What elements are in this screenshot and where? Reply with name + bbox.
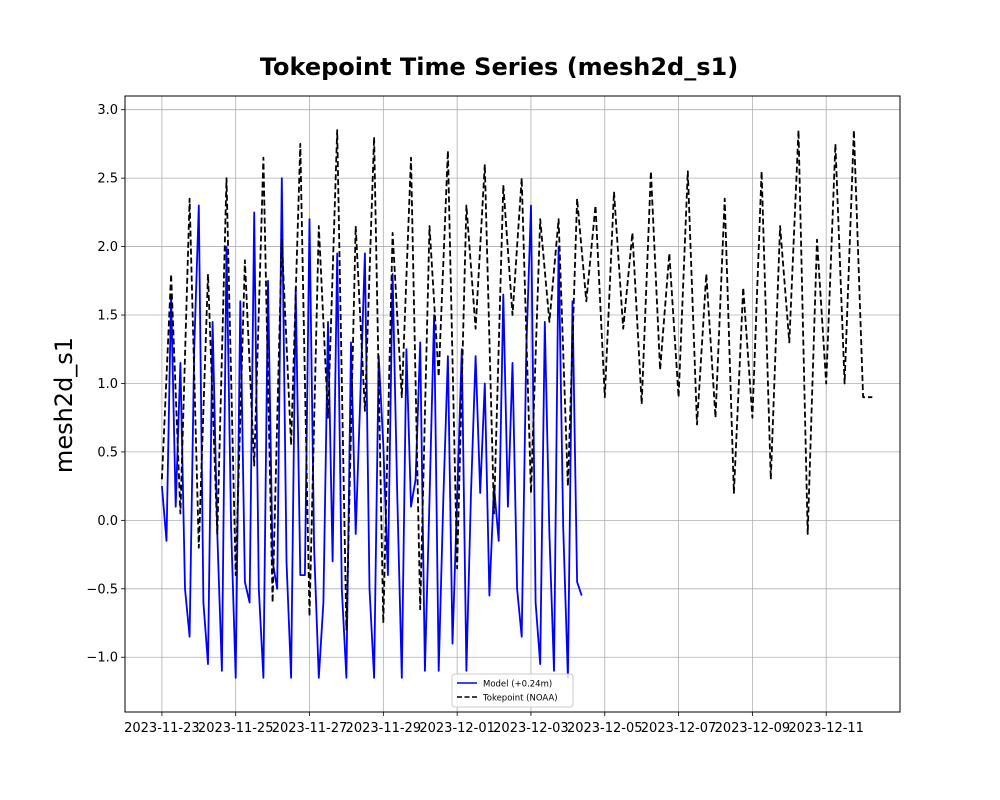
y-tick-label: 1.0 <box>97 377 118 392</box>
y-tick-label: 0.0 <box>97 514 118 529</box>
plot-series <box>161 129 873 679</box>
y-tick-label: 1.5 <box>97 309 118 324</box>
chart-title: Tokepoint Time Series (mesh2d_s1) <box>260 53 738 81</box>
series-line-noaa <box>161 129 873 631</box>
legend-box <box>451 673 574 708</box>
x-tick-label: 2023-12-09 <box>715 721 791 736</box>
legend: Model (+0.24m) Tokepoint (NOAA) <box>451 673 574 708</box>
legend-label-model: Model (+0.24m) <box>483 680 552 690</box>
y-tick-label: 0.5 <box>97 445 118 460</box>
axis-ticks: −1.0−0.50.00.51.01.52.02.53.02023-11-232… <box>86 103 864 736</box>
plot-frame <box>124 95 901 713</box>
x-tick-label: 2023-11-23 <box>124 721 200 736</box>
y-tick-label: −1.0 <box>86 651 118 666</box>
y-tick-label: 2.5 <box>97 172 118 187</box>
y-tick-label: 3.0 <box>97 103 118 118</box>
legend-label-noaa: Tokepoint (NOAA) <box>482 694 558 704</box>
x-tick-label: 2023-12-01 <box>419 721 495 736</box>
x-tick-label: 2023-12-05 <box>567 721 643 736</box>
y-tick-label: −0.5 <box>86 582 118 597</box>
x-tick-label: 2023-11-27 <box>272 721 348 736</box>
x-tick-label: 2023-11-29 <box>346 721 422 736</box>
x-tick-label: 2023-11-25 <box>198 721 274 736</box>
y-tick-label: 2.0 <box>97 240 118 255</box>
x-tick-label: 2023-12-07 <box>641 721 717 736</box>
y-axis-label: mesh2d_s1 <box>50 337 78 473</box>
x-tick-label: 2023-12-03 <box>493 721 569 736</box>
x-tick-label: 2023-12-11 <box>788 721 864 736</box>
series-line-model <box>161 177 583 679</box>
